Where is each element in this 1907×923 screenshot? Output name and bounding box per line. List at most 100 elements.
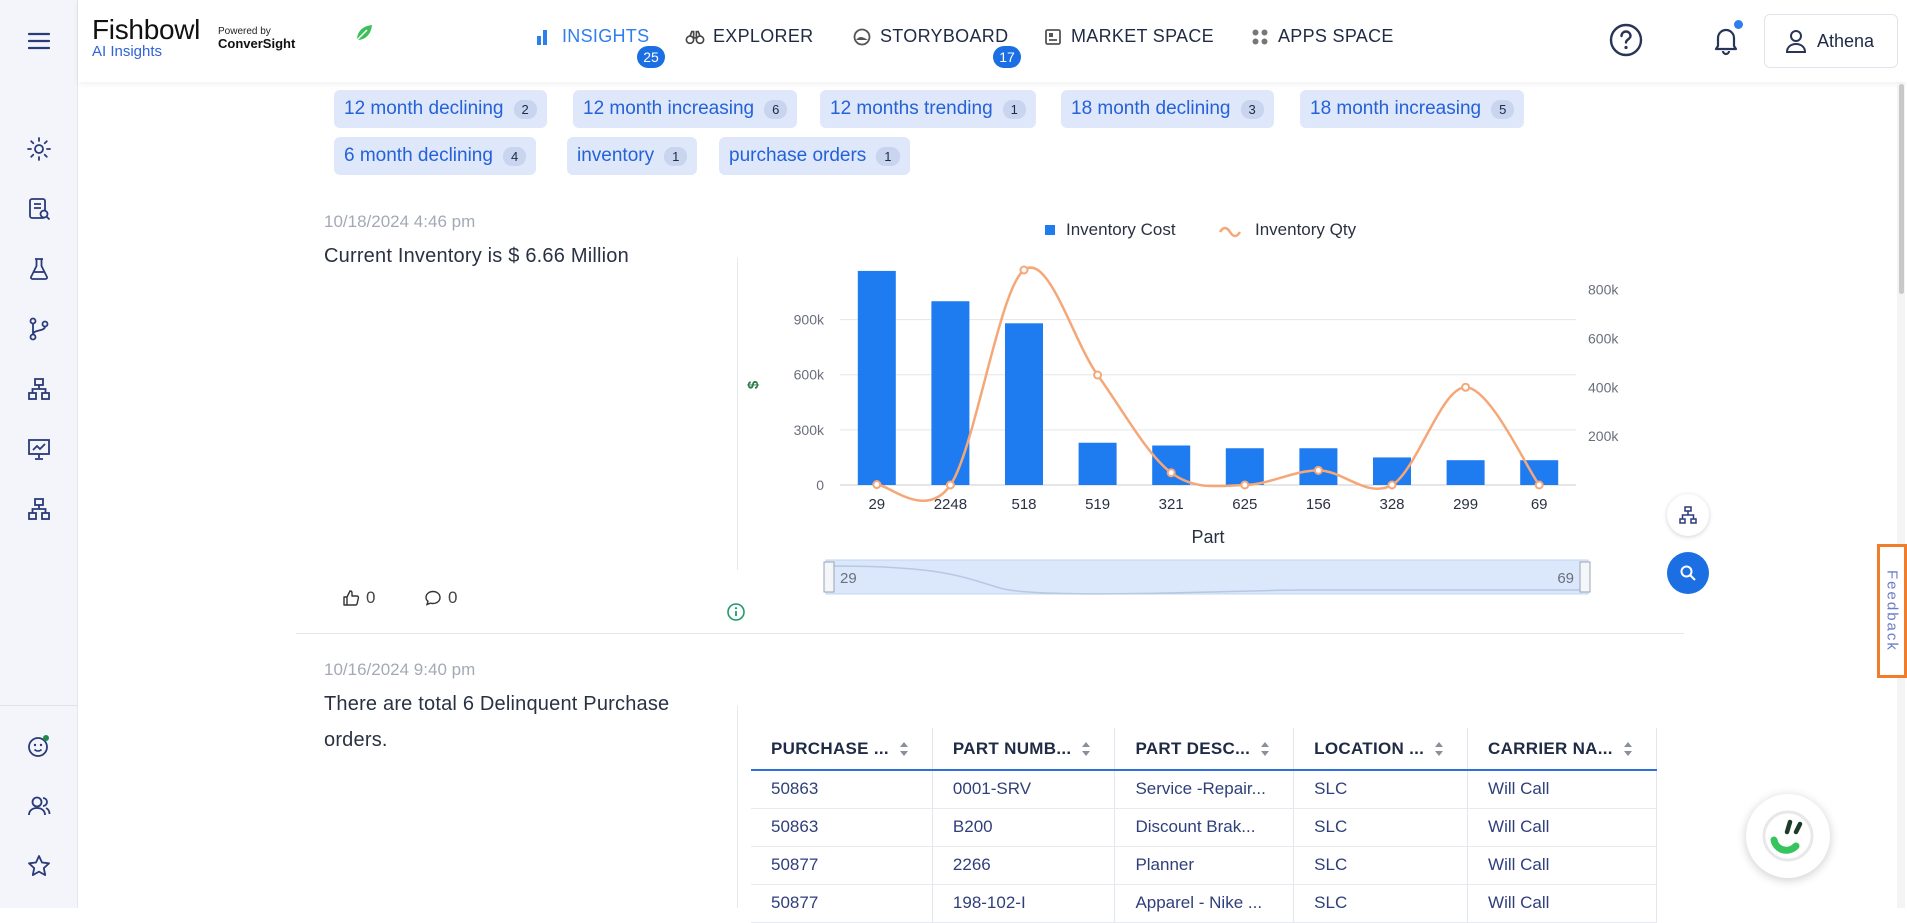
nav-insights[interactable]: INSIGHTS bbox=[534, 26, 649, 47]
tag-count: 6 bbox=[764, 99, 788, 119]
report-search-icon[interactable] bbox=[20, 190, 58, 228]
sort-icon[interactable] bbox=[1081, 741, 1091, 757]
bar-321 bbox=[1152, 445, 1191, 485]
qty-point-519 bbox=[1093, 370, 1103, 380]
help-question-icon[interactable] bbox=[1608, 22, 1644, 58]
table-cell: Planner bbox=[1114, 846, 1295, 885]
y-tick-label: 600k bbox=[794, 367, 825, 383]
table-row[interactable]: 50877 2266 Planner SLC Will Call bbox=[751, 846, 1657, 885]
hierarchy-icon[interactable] bbox=[20, 370, 58, 408]
nav-explorer[interactable]: EXPLORER bbox=[685, 26, 813, 47]
zoom-search-button[interactable] bbox=[1667, 552, 1709, 594]
nav-market-space-label: MARKET SPACE bbox=[1071, 26, 1214, 46]
page-scrollbar-thumb[interactable] bbox=[1899, 84, 1904, 294]
column-header[interactable]: PART NUMB... bbox=[932, 728, 1116, 771]
nav-apps-space-label: APPS SPACE bbox=[1278, 26, 1394, 46]
apps-grid-icon bbox=[1252, 29, 1268, 44]
bar-519 bbox=[1078, 442, 1117, 485]
table-cell: 50877 bbox=[751, 846, 933, 885]
tag-18-month-declining[interactable]: 18 month declining 3 bbox=[1061, 90, 1274, 128]
table-cell: B200 bbox=[932, 808, 1116, 847]
chat-assistant-button[interactable] bbox=[1746, 794, 1830, 878]
zoom-start-label: 29 bbox=[840, 570, 857, 587]
bar-29 bbox=[857, 270, 896, 485]
table-cell: 198-102-I bbox=[932, 884, 1116, 923]
table-header-row: PURCHASE ... PART NUMB... PART DESC... L… bbox=[751, 728, 1657, 771]
column-header[interactable]: CARRIER NA... bbox=[1467, 728, 1657, 771]
table-cell: 2266 bbox=[932, 846, 1116, 885]
user-name: Athena bbox=[1817, 30, 1875, 51]
tag-label: inventory bbox=[577, 145, 655, 166]
sort-icon[interactable] bbox=[899, 741, 909, 757]
info-icon[interactable] bbox=[726, 602, 746, 622]
y2-tick-label: 400k bbox=[1588, 379, 1619, 395]
org-chart-icon[interactable] bbox=[20, 490, 58, 528]
user-menu[interactable]: Athena bbox=[1764, 14, 1898, 68]
tag-purchase-orders[interactable]: purchase orders 1 bbox=[719, 137, 910, 175]
x-tick-label: 518 bbox=[1011, 496, 1036, 513]
column-header-label: LOCATION ... bbox=[1314, 738, 1425, 758]
hierarchy-icon bbox=[1679, 506, 1697, 524]
table-cell: SLC bbox=[1293, 884, 1469, 923]
hierarchy-drill-button[interactable] bbox=[1667, 494, 1709, 536]
smiley-assistant-icon[interactable] bbox=[20, 727, 58, 765]
insight2-title-line2: orders. bbox=[324, 729, 388, 751]
qty-point-2248 bbox=[945, 480, 955, 490]
nav-storyboard[interactable]: STORYBOARD bbox=[852, 26, 1008, 47]
qty-point-69 bbox=[1534, 480, 1544, 490]
table-cell: 50877 bbox=[751, 884, 933, 923]
users-icon[interactable] bbox=[20, 787, 58, 825]
lab-flask-icon[interactable] bbox=[20, 250, 58, 288]
nav-storyboard-label: STORYBOARD bbox=[880, 26, 1009, 46]
tag-18-month-increasing[interactable]: 18 month increasing 5 bbox=[1300, 90, 1525, 128]
qty-point-518 bbox=[1019, 265, 1029, 275]
brand-sub: AI Insights bbox=[92, 43, 163, 60]
fishbowl-logo[interactable]: Fishbowl AI Insights bbox=[92, 16, 200, 60]
qty-point-321 bbox=[1166, 468, 1176, 478]
page-scrollbar-track[interactable] bbox=[1897, 82, 1905, 908]
market-icon bbox=[1045, 28, 1061, 45]
tag-label: 12 month increasing bbox=[583, 98, 755, 119]
insight-title: Current Inventory is $ 6.66 Million bbox=[324, 245, 629, 267]
inventory-chart: Inventory Cost Inventory Qty 0 300k 600k 900k… bbox=[745, 220, 1619, 595]
y-axis-label: $ bbox=[745, 380, 762, 389]
hamburger-menu-icon[interactable] bbox=[20, 22, 58, 60]
star-favorites-icon[interactable] bbox=[20, 847, 58, 885]
x-tick-label: 625 bbox=[1232, 496, 1257, 513]
notification-bell-icon[interactable] bbox=[1710, 24, 1742, 56]
table-row[interactable]: 50863 0001-SRV Service -Repair... SLC Wi… bbox=[751, 770, 1657, 809]
insights-count-badge: 25 bbox=[637, 46, 665, 68]
tag-label: 6 month declining bbox=[344, 145, 493, 166]
tag-12-months-trending[interactable]: 12 months trending 1 bbox=[820, 90, 1036, 128]
column-header[interactable]: LOCATION ... bbox=[1293, 728, 1469, 771]
left-sidebar bbox=[0, 0, 78, 908]
nav-market-space[interactable]: MARKET SPACE bbox=[1043, 26, 1214, 47]
comment-count: 0 bbox=[448, 588, 458, 607]
search-icon bbox=[1680, 565, 1696, 581]
tag-count: 3 bbox=[1240, 99, 1264, 119]
settings-gear-icon[interactable] bbox=[20, 130, 58, 168]
nav-apps-space[interactable]: APPS SPACE bbox=[1250, 26, 1394, 47]
x-tick-label: 321 bbox=[1159, 496, 1184, 513]
comment-button[interactable]: 0 bbox=[424, 588, 457, 608]
like-button[interactable]: 0 bbox=[342, 588, 375, 608]
tag-inventory[interactable]: inventory 1 bbox=[567, 137, 698, 175]
presentation-chart-icon[interactable] bbox=[20, 430, 58, 468]
table-row[interactable]: 50863 B200 Discount Brak... SLC Will Cal… bbox=[751, 808, 1657, 847]
sort-icon[interactable] bbox=[1623, 741, 1633, 757]
table-row[interactable]: 50877 198-102-I Apparel - Nike ... SLC W… bbox=[751, 884, 1657, 923]
bar-518 bbox=[1005, 323, 1043, 485]
tag-12-month-increasing[interactable]: 12 month increasing 6 bbox=[573, 90, 798, 128]
sort-icon[interactable] bbox=[1260, 741, 1270, 757]
tag-label: 12 month declining bbox=[344, 98, 504, 119]
y-tick-label: 300k bbox=[794, 422, 825, 438]
tag-12-month-declining[interactable]: 12 month declining 2 bbox=[334, 90, 547, 128]
column-header[interactable]: PURCHASE ... bbox=[751, 728, 933, 771]
x-tick-label: 299 bbox=[1453, 496, 1478, 513]
tag-6-month-declining[interactable]: 6 month declining 4 bbox=[334, 137, 537, 175]
feedback-tab[interactable]: Feedback bbox=[1877, 544, 1907, 678]
sort-icon[interactable] bbox=[1434, 741, 1444, 757]
git-branch-icon[interactable] bbox=[20, 310, 58, 348]
column-header[interactable]: PART DESC... bbox=[1114, 728, 1295, 771]
bar-299 bbox=[1446, 460, 1485, 485]
